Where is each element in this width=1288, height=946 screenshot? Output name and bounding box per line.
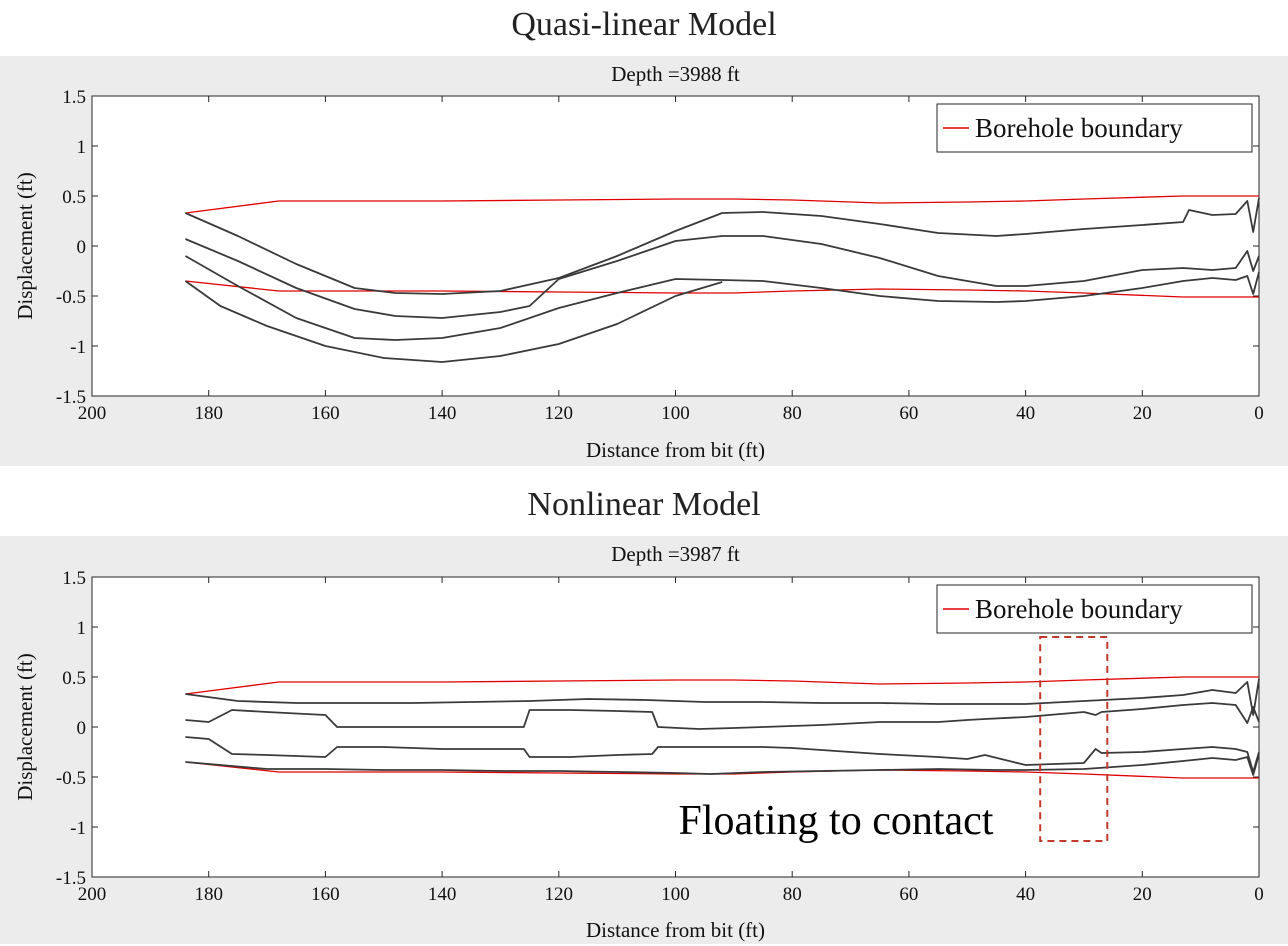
drillstring-line — [185, 736, 1260, 773]
annotation-text: Floating to contact — [679, 798, 994, 844]
y-tick-label: 1.5 — [62, 87, 86, 108]
x-tick-label: 0 — [1254, 403, 1264, 424]
x-tick-label: 0 — [1254, 884, 1264, 905]
borehole-boundary-line — [185, 195, 1259, 214]
drillstring-line — [185, 235, 1260, 319]
y-tick-label: 0 — [77, 718, 87, 739]
annotation-box — [1039, 636, 1109, 842]
drillstring-line — [185, 197, 1260, 295]
x-tick-label: 60 — [899, 884, 918, 905]
drillstring-line — [185, 702, 1260, 730]
x-tick-label: 180 — [194, 403, 223, 424]
y-tick-label: -1 — [70, 337, 86, 358]
y-tick-label: 1.5 — [62, 568, 86, 589]
x-tick-label: 160 — [311, 884, 340, 905]
x-tick-label: 40 — [1016, 403, 1035, 424]
y-tick-label: -1.5 — [56, 868, 86, 889]
y-tick-label: -1.5 — [56, 387, 86, 408]
chart-title: Depth =3988 ft — [611, 62, 740, 86]
x-axis-label: Distance from bit (ft) — [586, 438, 765, 462]
x-tick-label: 140 — [428, 403, 457, 424]
x-tick-label: 80 — [783, 884, 802, 905]
legend-box — [936, 584, 1253, 634]
legend-box — [936, 103, 1253, 153]
x-tick-label: 20 — [1133, 403, 1152, 424]
y-tick-label: 0.5 — [62, 187, 86, 208]
x-tick-label: 100 — [661, 403, 690, 424]
x-tick-label: 180 — [194, 884, 223, 905]
bottom-model-heading: Nonlinear Model — [527, 486, 761, 523]
borehole-boundary-line — [185, 280, 1259, 298]
x-tick-label: 200 — [78, 884, 107, 905]
drillstring-line — [184, 280, 723, 363]
x-tick-label: 120 — [545, 403, 574, 424]
legend-label: Borehole boundary — [975, 594, 1183, 624]
drillstring-line — [185, 678, 1260, 716]
drillstring-line — [185, 753, 1260, 776]
top-model-heading: Quasi-linear Model — [511, 6, 777, 43]
y-tick-label: -0.5 — [56, 287, 86, 308]
x-tick-label: 60 — [899, 403, 918, 424]
x-tick-label: 40 — [1016, 884, 1035, 905]
x-tick-label: 120 — [545, 884, 574, 905]
x-tick-label: 20 — [1133, 884, 1152, 905]
drillstring-line — [184, 255, 1260, 341]
x-tick-label: 140 — [428, 884, 457, 905]
y-axis-label: Displacement (ft) — [13, 172, 37, 320]
x-tick-label: 200 — [78, 403, 107, 424]
x-tick-label: 100 — [661, 884, 690, 905]
y-tick-label: 1 — [77, 137, 87, 158]
borehole-boundary-line — [185, 676, 1259, 695]
x-tick-label: 80 — [783, 403, 802, 424]
x-axis-label: Distance from bit (ft) — [586, 918, 765, 942]
chart-title: Depth =3987 ft — [611, 542, 740, 566]
y-tick-label: -0.5 — [56, 768, 86, 789]
y-tick-label: -1 — [70, 818, 86, 839]
y-tick-label: 1 — [77, 618, 87, 639]
y-tick-label: 0 — [77, 237, 87, 258]
x-tick-label: 160 — [311, 403, 340, 424]
y-tick-label: 0.5 — [62, 668, 86, 689]
y-axis-label: Displacement (ft) — [13, 653, 37, 801]
legend-label: Borehole boundary — [975, 113, 1183, 143]
